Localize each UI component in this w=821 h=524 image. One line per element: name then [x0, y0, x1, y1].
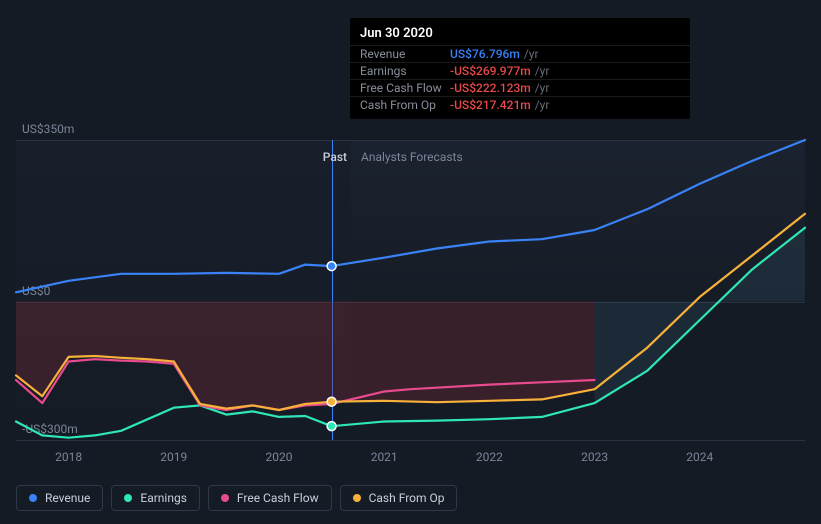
tooltip-key: Free Cash Flow	[360, 81, 450, 95]
legend-item-cfo[interactable]: Cash From Op	[340, 485, 458, 511]
tooltip-value: -US$217.421m	[450, 98, 531, 112]
marker-cfo	[327, 397, 336, 406]
legend-dot-icon	[353, 494, 361, 502]
tooltip-value: US$76.796m	[450, 47, 520, 61]
area-fill-earnings	[595, 228, 805, 403]
legend: Revenue Earnings Free Cash Flow Cash From O…	[16, 485, 457, 511]
legend-item-revenue[interactable]: Revenue	[16, 485, 103, 511]
legend-label: Free Cash Flow	[237, 491, 319, 505]
tooltip: Jun 30 2020 RevenueUS$76.796m/yrEarnings…	[350, 18, 690, 119]
legend-label: Cash From Op	[369, 491, 445, 505]
series-line-revenue	[16, 140, 805, 292]
legend-label: Earnings	[140, 491, 187, 505]
legend-label: Revenue	[45, 491, 90, 505]
tooltip-unit: /yr	[535, 98, 550, 112]
legend-dot-icon	[29, 494, 37, 502]
tooltip-key: Revenue	[360, 47, 450, 61]
tooltip-key: Cash From Op	[360, 98, 450, 112]
x-tick-label: 2024	[686, 450, 713, 464]
marker-earnings	[327, 422, 336, 431]
tooltip-date: Jun 30 2020	[350, 24, 690, 45]
legend-item-earnings[interactable]: Earnings	[111, 485, 200, 511]
legend-dot-icon	[124, 494, 132, 502]
tooltip-unit: /yr	[535, 64, 550, 78]
tooltip-row: Cash From Op-US$217.421m/yr	[350, 96, 690, 113]
legend-dot-icon	[221, 494, 229, 502]
tooltip-row: Earnings-US$269.977m/yr	[350, 62, 690, 79]
x-tick-label: 2023	[581, 450, 608, 464]
tooltip-unit: /yr	[535, 81, 550, 95]
tooltip-unit: /yr	[524, 47, 539, 61]
x-tick-label: 2018	[55, 450, 82, 464]
x-tick-label: 2019	[160, 450, 187, 464]
tooltip-row: Free Cash Flow-US$222.123m/yr	[350, 79, 690, 96]
tooltip-key: Earnings	[360, 64, 450, 78]
marker-revenue	[327, 262, 336, 271]
x-tick-label: 2020	[266, 450, 293, 464]
x-tick-label: 2022	[476, 450, 503, 464]
tooltip-value: -US$222.123m	[450, 81, 531, 95]
x-tick-label: 2021	[371, 450, 398, 464]
legend-item-fcf[interactable]: Free Cash Flow	[208, 485, 332, 511]
gridline	[16, 440, 805, 441]
tooltip-value: -US$269.977m	[450, 64, 531, 78]
tooltip-row: RevenueUS$76.796m/yr	[350, 45, 690, 62]
